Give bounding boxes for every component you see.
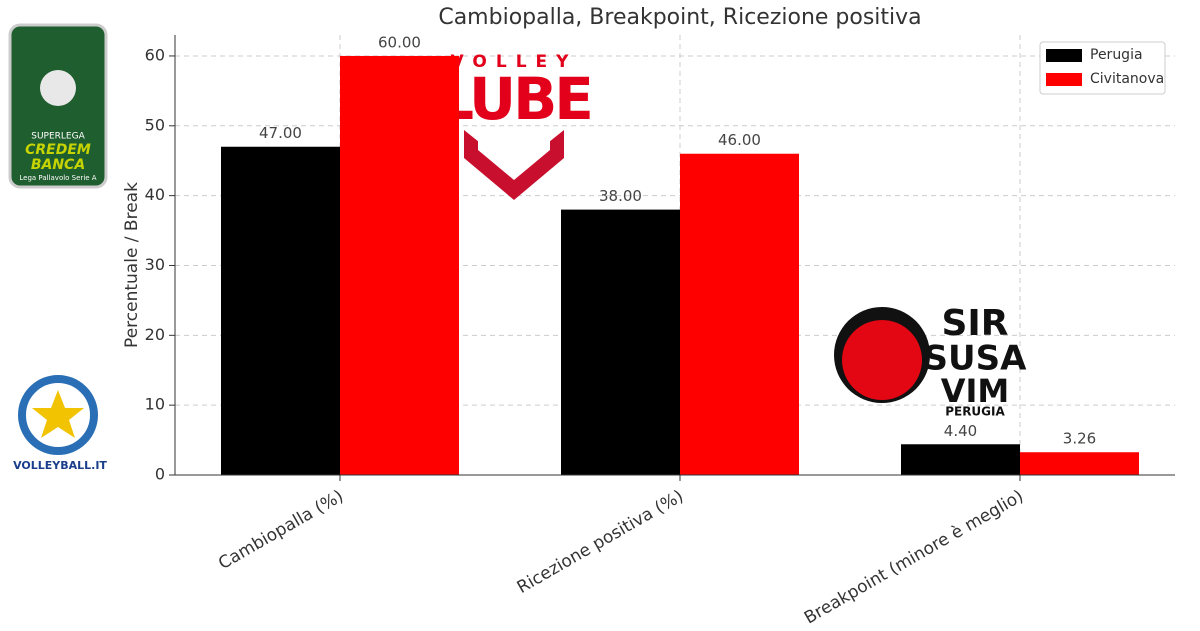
logo-text: VIM — [941, 372, 1010, 410]
value-label: 60.00 — [378, 33, 421, 51]
logo-text: SIR — [941, 303, 1008, 344]
legend-label: Perugia — [1090, 47, 1143, 63]
chart-title: Cambiopalla, Breakpoint, Ricezione posit… — [438, 5, 921, 30]
y-axis-label: Percentuale / Break — [122, 182, 142, 348]
logo-text: VOLLEY — [451, 52, 578, 72]
legend-label: Civitanova — [1090, 71, 1164, 87]
value-label: 46.00 — [718, 131, 761, 149]
y-tick-label: 30 — [145, 255, 165, 274]
logo-text: VOLLEYBALL.IT — [13, 459, 107, 472]
x-tick-label: Breakpoint (minore è meglio) — [801, 486, 1027, 628]
logo-text: LUBE — [437, 65, 591, 133]
bar — [1020, 452, 1139, 475]
bar — [901, 444, 1020, 475]
logo-text: PERUGIA — [945, 405, 1005, 419]
superlega-logo: SUPERLEGA CREDEM BANCA Lega Pallavolo Se… — [8, 23, 108, 189]
logo-text: SUSA — [924, 339, 1028, 379]
value-label: 3.26 — [1063, 430, 1096, 448]
logo-shape — [842, 320, 922, 400]
y-tick-label: 40 — [145, 185, 165, 204]
logo-shape — [464, 130, 564, 200]
logo-shape — [478, 140, 550, 180]
y-tick-label: 50 — [145, 115, 165, 134]
x-tick-label: Ricezione positiva (%) — [514, 486, 687, 598]
value-label: 38.00 — [599, 187, 642, 205]
y-tick-label: 0 — [155, 465, 165, 484]
y-tick-label: 20 — [145, 325, 165, 344]
bar — [221, 146, 340, 475]
bar — [680, 153, 799, 475]
logo-text: CREDEM — [25, 142, 91, 158]
x-tick-label: Cambiopalla (%) — [215, 486, 347, 574]
legend-swatch — [1046, 49, 1082, 62]
value-label: 4.40 — [944, 422, 977, 440]
logo-text: Lega Pallavolo Serie A — [19, 174, 96, 182]
bar — [561, 209, 680, 475]
value-label: 47.00 — [259, 124, 302, 142]
logo-text: SUPERLEGA — [31, 132, 85, 142]
y-tick-label: 60 — [145, 45, 165, 64]
logo-text: BANCA — [31, 157, 85, 173]
legend-swatch — [1046, 73, 1082, 86]
bar — [340, 55, 459, 475]
volleyball-logo: VOLLEYBALL.IT — [13, 375, 107, 472]
y-tick-label: 10 — [145, 395, 165, 414]
